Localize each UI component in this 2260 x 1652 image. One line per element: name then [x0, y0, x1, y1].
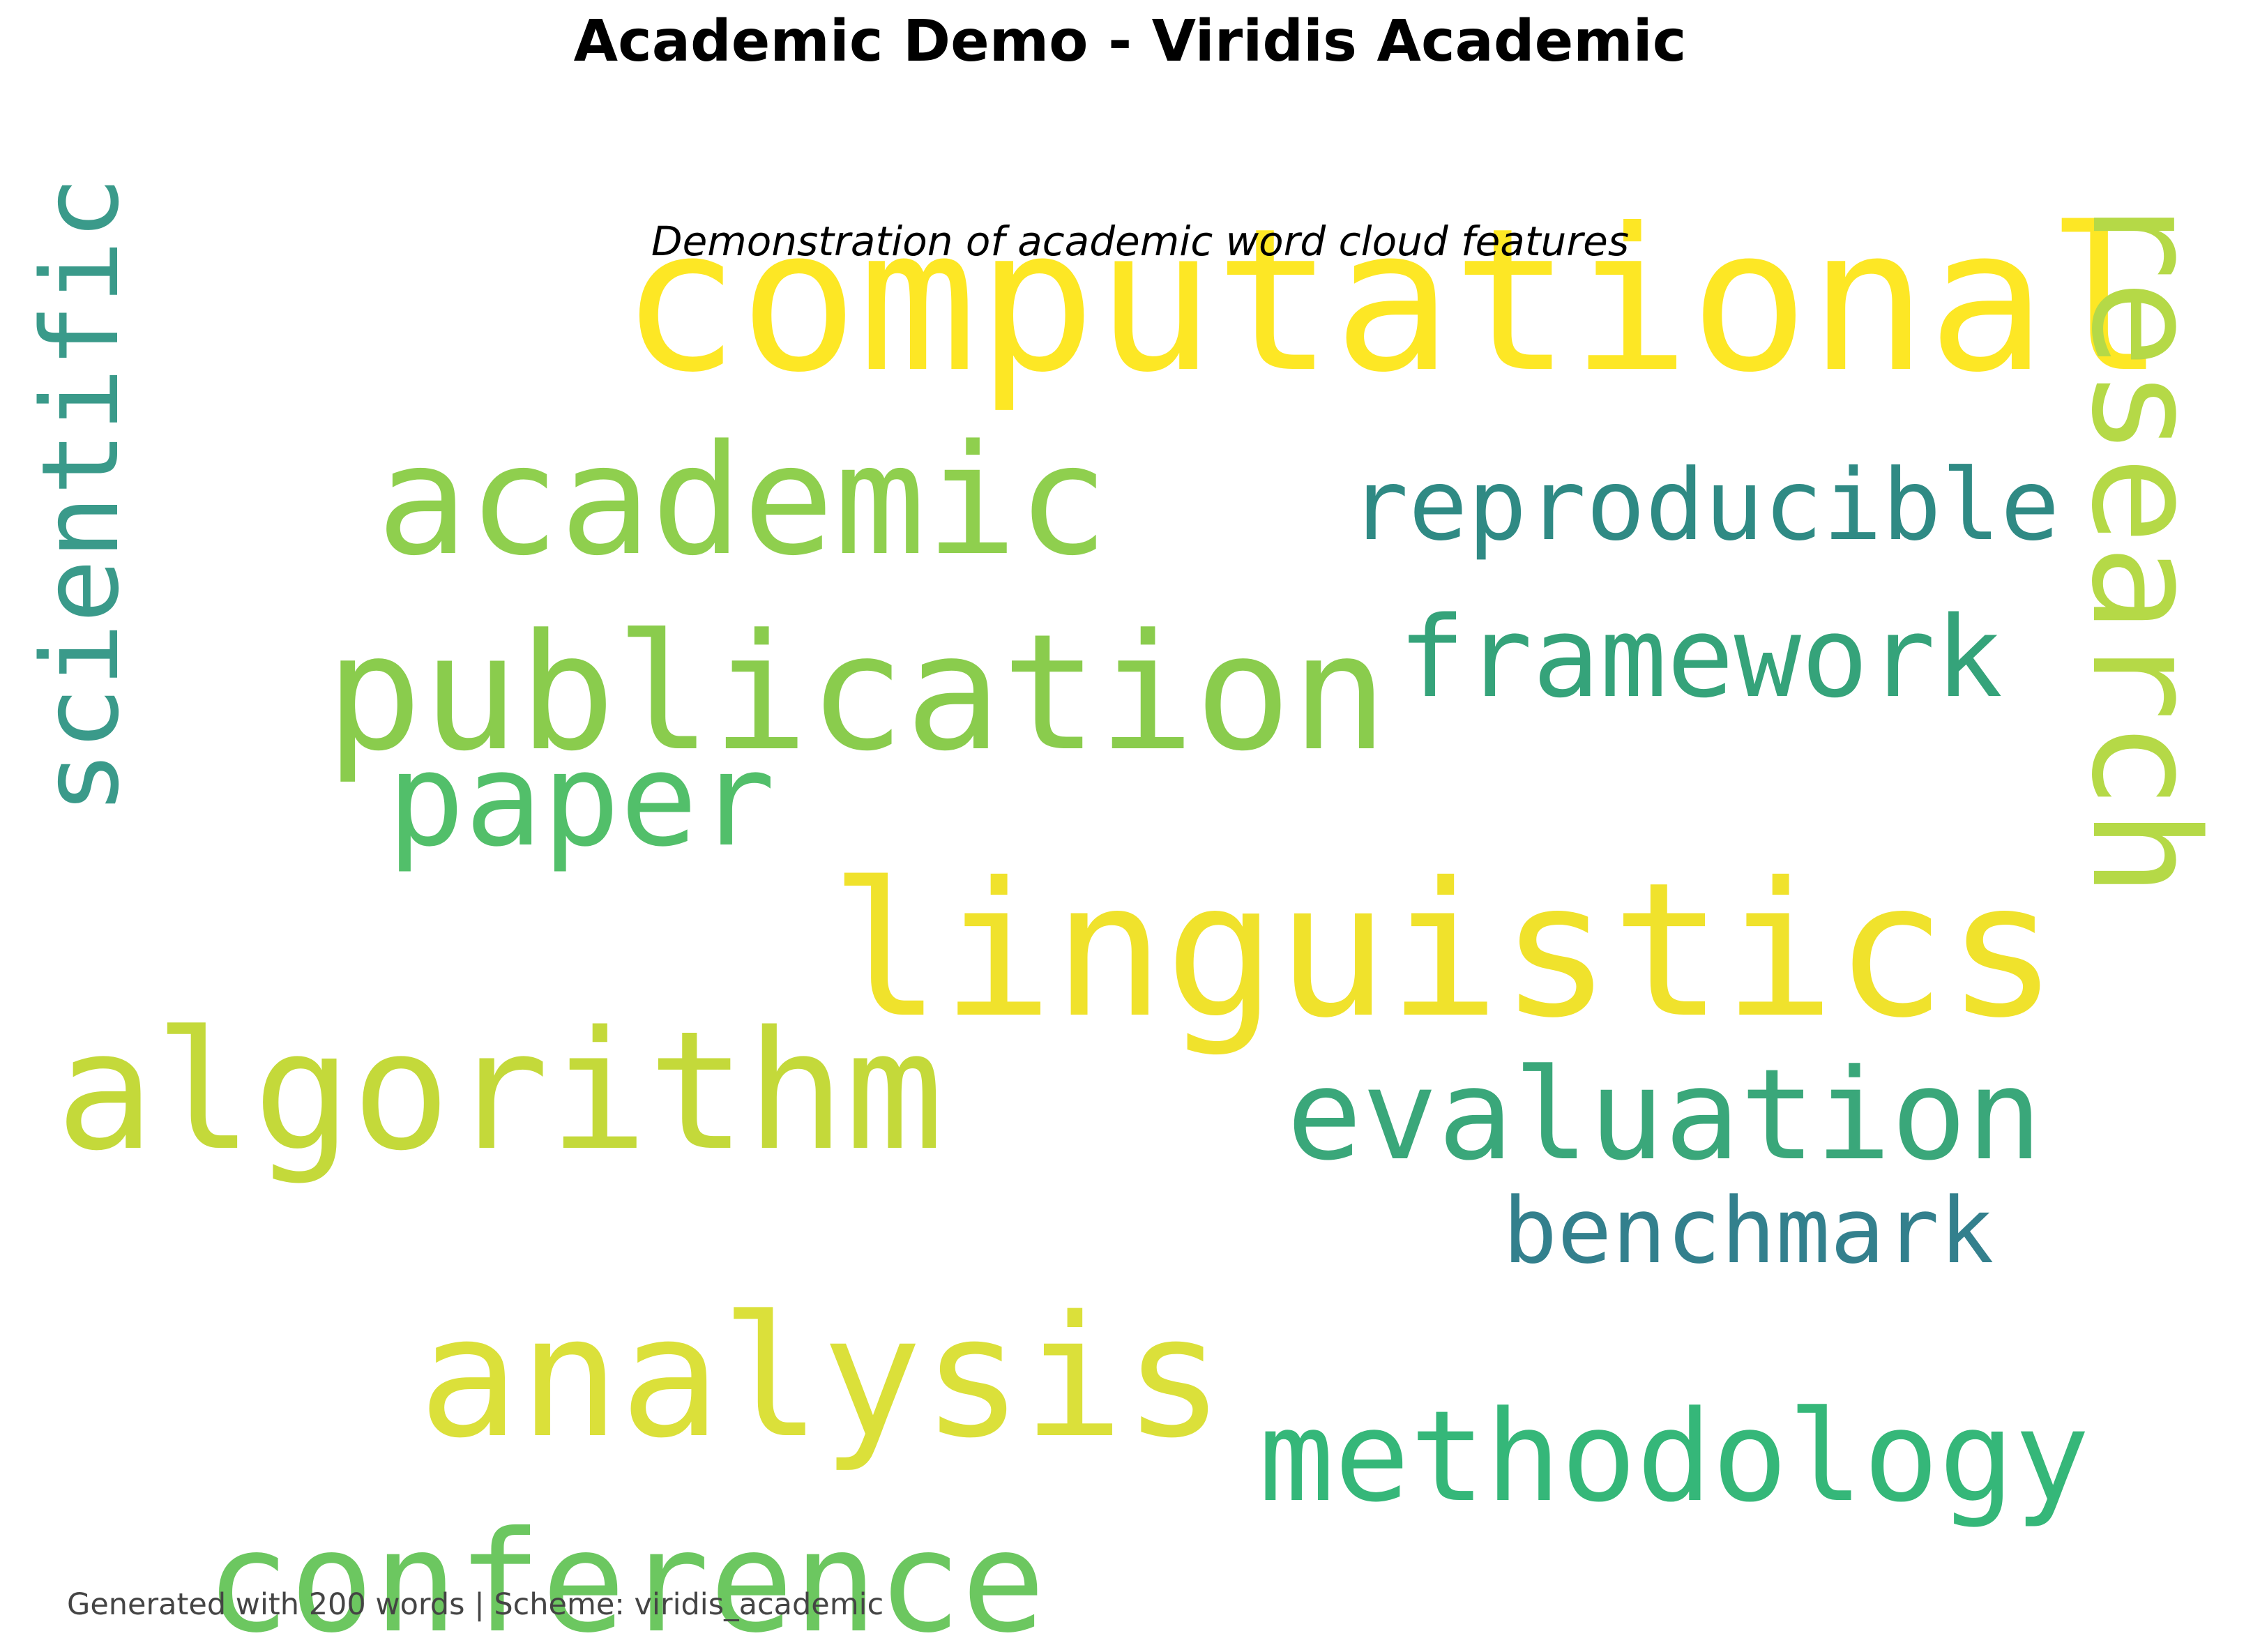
word-methodology: methodology	[1259, 1384, 2091, 1530]
word-evaluation: evaluation	[1287, 1043, 2042, 1188]
word-framework: framework	[1398, 592, 2003, 722]
word-benchmark: benchmark	[1503, 1178, 1994, 1284]
page-title: Academic Demo - Viridis Academic	[573, 8, 1687, 75]
word-academic: academic	[377, 413, 1109, 589]
word-computational: computational	[621, 185, 2165, 416]
word-publication: publication	[326, 600, 1388, 787]
word-reproducible: reproducible	[1349, 448, 2060, 563]
word-research: research	[2059, 192, 2230, 897]
word-scientific: scientific	[19, 176, 142, 814]
word-algorithm: algorithm	[56, 996, 944, 1187]
subtitle: Demonstration of academic word cloud fea…	[651, 218, 1630, 265]
word-analysis: analysis	[418, 1280, 1224, 1475]
word-paper: paper	[387, 725, 775, 875]
footer-caption: Generated with 200 words | Scheme: virid…	[67, 1587, 884, 1622]
word-linguistics: linguistics	[830, 842, 2058, 1059]
word-conference: conference	[206, 1501, 1046, 1652]
